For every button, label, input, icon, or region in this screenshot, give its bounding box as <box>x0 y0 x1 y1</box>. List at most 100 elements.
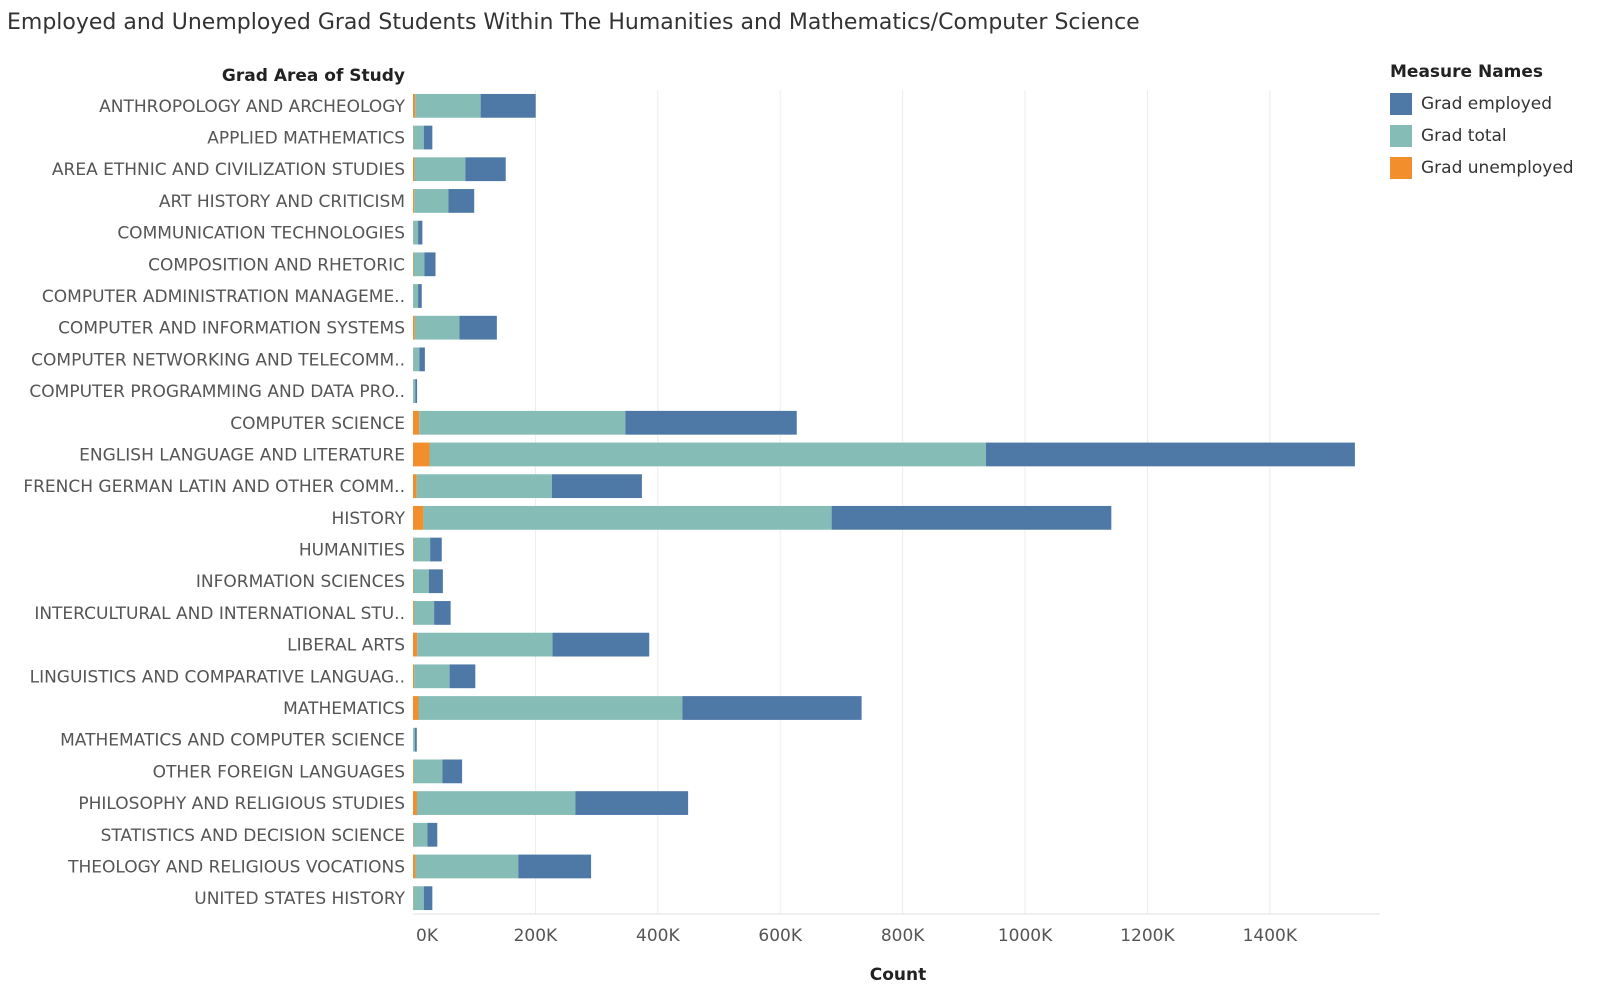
bar-segment-grad-total[interactable] <box>413 759 443 784</box>
bar-segment-grad-employed[interactable] <box>423 125 433 150</box>
bar-segment-grad-unemployed[interactable] <box>413 93 416 118</box>
bar-segment-grad-employed[interactable] <box>434 601 451 625</box>
bar-segment-grad-total[interactable] <box>413 347 420 372</box>
bar-segment-grad-total[interactable] <box>414 189 449 213</box>
bar-segment-grad-unemployed[interactable] <box>413 696 419 720</box>
row-label: COMPUTER PROGRAMMING AND DATA PRO.. <box>29 382 405 402</box>
legend-title: Measure Names <box>1390 62 1544 82</box>
bar-segment-grad-employed[interactable] <box>625 410 797 435</box>
bar-segment-grad-unemployed[interactable] <box>413 474 417 499</box>
row-label: COMPUTER NETWORKING AND TELECOMM.. <box>31 350 405 370</box>
row-label: HISTORY <box>332 509 406 529</box>
bar-segment-grad-total[interactable] <box>414 315 460 340</box>
row-label: MATHEMATICS AND COMPUTER SCIENCE <box>60 731 405 751</box>
bar-segment-grad-employed[interactable] <box>831 505 1112 530</box>
bar-segment-grad-employed[interactable] <box>415 379 418 403</box>
bar-segment-grad-total[interactable] <box>415 854 519 879</box>
bar-segment-grad-employed[interactable] <box>518 854 592 879</box>
bar-segment-grad-total[interactable] <box>416 474 552 499</box>
bar-segment-grad-total[interactable] <box>423 505 832 530</box>
chart-title: Employed and Unemployed Grad Students Wi… <box>7 10 1140 35</box>
row-label: MATHEMATICS <box>283 699 405 719</box>
bar-segment-grad-employed[interactable] <box>418 284 422 308</box>
row-label: AREA ETHNIC AND CIVILIZATION STUDIES <box>52 160 405 180</box>
legend-label: Grad total <box>1421 126 1507 146</box>
bar-segment-grad-total[interactable] <box>413 727 415 752</box>
x-tick-label: 600K <box>758 926 802 946</box>
row-label: INTERCULTURAL AND INTERNATIONAL STU.. <box>34 604 405 624</box>
bar-segment-grad-total[interactable] <box>418 696 683 720</box>
bar-segment-grad-employed[interactable] <box>575 791 689 815</box>
bar-segment-grad-total[interactable] <box>413 220 419 245</box>
bar-segment-grad-unemployed[interactable] <box>413 157 415 182</box>
bar-segment-grad-total[interactable] <box>416 791 576 815</box>
bar-segment-grad-unemployed[interactable] <box>413 442 430 467</box>
bar-segment-grad-total[interactable] <box>413 379 416 403</box>
bar-segment-grad-total[interactable] <box>413 284 419 308</box>
bar-segment-grad-unemployed[interactable] <box>413 601 414 625</box>
row-label: OTHER FOREIGN LANGUAGES <box>153 762 405 782</box>
bar-segment-grad-unemployed[interactable] <box>413 664 415 689</box>
bar-segment-grad-employed[interactable] <box>442 759 463 784</box>
row-label: APPLIED MATHEMATICS <box>207 129 405 149</box>
bar-segment-grad-employed[interactable] <box>459 315 497 340</box>
bar-segment-grad-employed[interactable] <box>423 886 433 911</box>
legend-swatch <box>1390 157 1412 179</box>
x-tick-label: 0K <box>416 926 439 946</box>
legend-item-grad-unemployed[interactable]: Grad unemployed <box>1390 152 1574 184</box>
row-label: FRENCH GERMAN LATIN AND OTHER COMM.. <box>23 477 405 497</box>
legend-item-grad-total[interactable]: Grad total <box>1390 120 1574 152</box>
bar-segment-grad-total[interactable] <box>417 632 553 657</box>
bar-segment-grad-unemployed[interactable] <box>413 410 420 435</box>
row-label: ANTHROPOLOGY AND ARCHEOLOGY <box>99 97 405 117</box>
row-label: ENGLISH LANGUAGE AND LITERATURE <box>79 445 405 465</box>
bar-segment-grad-total[interactable] <box>413 125 424 150</box>
bar-segment-grad-total[interactable] <box>413 886 424 911</box>
row-label: ART HISTORY AND CRITICISM <box>159 192 405 212</box>
bar-segment-grad-unemployed[interactable] <box>413 315 415 340</box>
bar-segment-grad-total[interactable] <box>414 157 466 182</box>
bar-segment-grad-total[interactable] <box>413 569 429 594</box>
bar-segment-grad-total[interactable] <box>413 252 425 277</box>
bar-segment-grad-employed[interactable] <box>448 189 475 213</box>
bar-segment-grad-total[interactable] <box>413 537 431 562</box>
bar-segment-grad-employed[interactable] <box>985 442 1355 467</box>
bar-segment-grad-employed[interactable] <box>414 727 417 752</box>
legend-swatch <box>1390 125 1412 147</box>
bar-segment-grad-employed[interactable] <box>430 537 442 562</box>
bar-segment-grad-unemployed[interactable] <box>413 854 416 879</box>
legend-item-grad-employed[interactable]: Grad employed <box>1390 88 1574 120</box>
bar-segment-grad-unemployed[interactable] <box>413 791 417 815</box>
gridlines <box>534 90 1271 914</box>
bar-segment-grad-employed[interactable] <box>551 474 642 499</box>
row-label: COMMUNICATION TECHNOLOGIES <box>117 224 405 244</box>
legend-label: Grad employed <box>1421 94 1553 114</box>
bar-segment-grad-employed[interactable] <box>449 664 476 689</box>
x-tick-label: 200K <box>514 926 558 946</box>
row-label: LINGUISTICS AND COMPARATIVE LANGUAG.. <box>30 667 405 687</box>
bar-segment-grad-employed[interactable] <box>419 347 425 372</box>
row-label: PHILOSOPHY AND RELIGIOUS STUDIES <box>78 794 405 814</box>
x-tick-label: 800K <box>881 926 925 946</box>
bar-segment-grad-total[interactable] <box>415 93 481 118</box>
bar-segment-grad-total[interactable] <box>414 664 450 689</box>
bar-segment-grad-employed[interactable] <box>465 157 506 182</box>
bar-segment-grad-employed[interactable] <box>427 822 438 847</box>
bar-segment-grad-unemployed[interactable] <box>413 505 424 530</box>
bar-segment-grad-unemployed[interactable] <box>413 632 418 657</box>
bar-segment-grad-employed[interactable] <box>424 252 436 277</box>
bar-segment-grad-employed[interactable] <box>480 93 536 118</box>
bar-segment-grad-unemployed[interactable] <box>413 759 414 784</box>
x-tick-label: 1200K <box>1120 926 1175 946</box>
bar-segment-grad-unemployed[interactable] <box>413 189 415 213</box>
bar-segment-grad-total[interactable] <box>419 410 626 435</box>
bar-segment-grad-total[interactable] <box>413 822 428 847</box>
bar-segment-grad-employed[interactable] <box>428 569 443 594</box>
bar-segment-grad-total[interactable] <box>413 601 435 625</box>
bar-segment-grad-employed[interactable] <box>552 632 650 657</box>
bar-segment-grad-unemployed[interactable] <box>413 537 414 562</box>
bar-segment-grad-employed[interactable] <box>682 696 862 720</box>
bar-segment-grad-employed[interactable] <box>418 220 423 245</box>
bar-segment-grad-total[interactable] <box>429 442 986 467</box>
row-label: UNITED STATES HISTORY <box>194 889 405 909</box>
